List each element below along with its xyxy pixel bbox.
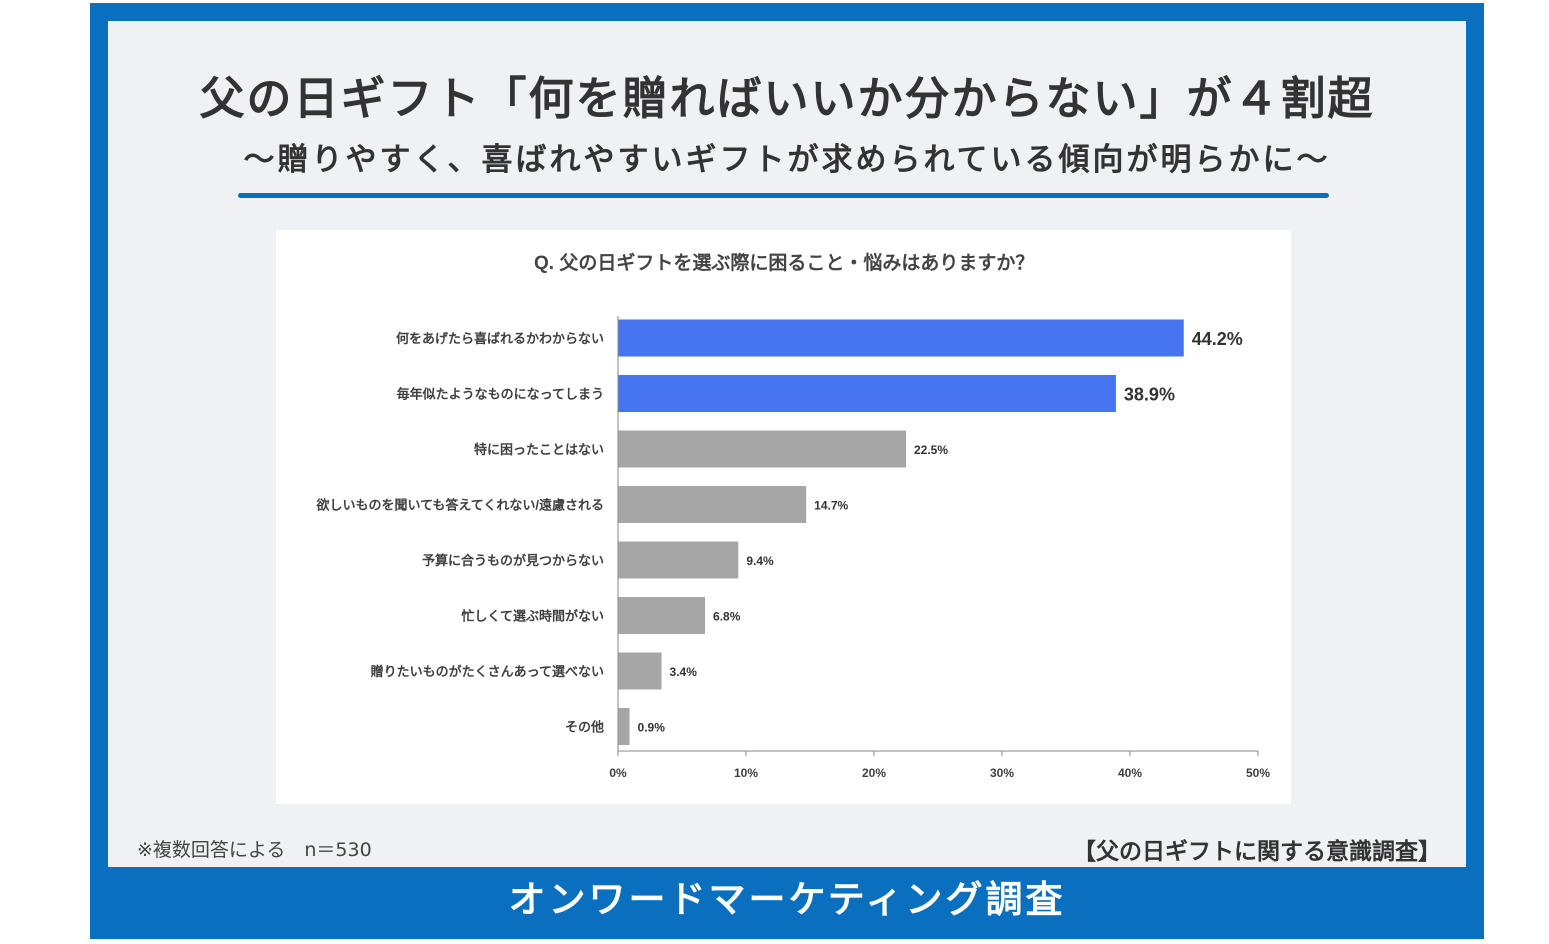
x-tick-label: 50% [1246,766,1270,780]
category-label: 忙しくて選ぶ時間がない [461,609,604,624]
survey-name: 【父の日ギフトに関する意識調査】 [1073,839,1441,865]
x-tick-label: 10% [734,766,758,780]
bar [618,652,662,690]
footer-label: オンワードマーケティング調査 [508,878,1066,921]
bar [618,708,630,745]
value-label: 22.5% [914,443,948,457]
x-tick-label: 30% [990,766,1014,780]
bar [618,430,906,468]
value-label: 14.7% [814,499,848,513]
bar [618,486,807,523]
value-label: 0.9% [638,721,666,735]
category-label: 何をあげたら喜ばれるかわからない [396,331,604,346]
value-label: 9.4% [746,554,774,568]
category-label: その他 [565,720,604,735]
x-tick-label: 40% [1118,766,1142,780]
category-label: 欲しいものを聞いても答えてくれない/遠慮される [315,498,604,513]
x-tick-label: 0% [609,766,627,780]
bar [618,319,1184,357]
bar-chart: Q. 父の日ギフトを選ぶ際に困ること・悩みはありますか？ 何をあげたら喜ばれるか… [315,251,1270,780]
x-tick-label: 20% [862,766,886,780]
category-label: 予算に合うものが見つからない [422,553,604,568]
value-label: 3.4% [670,665,698,679]
value-label: 44.2% [1192,329,1243,349]
chart-card: Q. 父の日ギフトを選ぶ際に困ること・悩みはありますか？ 何をあげたら喜ばれるか… [276,230,1291,804]
category-label: 毎年似たようなものになってしまう [397,387,604,402]
bar [618,541,739,579]
chart-question: Q. 父の日ギフトを選ぶ際に困ること・悩みはありますか？ [534,251,1034,274]
page-title: 父の日ギフト「何を贈ればいいか分からない」が４割超 [199,72,1375,125]
bar [618,375,1116,412]
category-label: 贈りたいものがたくさんあって選べない [371,664,604,679]
category-label: 特に困ったことはない [474,442,604,457]
value-label: 6.8% [713,610,741,624]
title-underline [238,193,1329,198]
value-label: 38.9% [1124,385,1175,405]
page-subtitle: ～贈りやすく、喜ばれやすいギフトが求められている傾向が明らかに～ [243,142,1331,178]
respondent-note: ※複数回答による n＝530 [137,839,372,861]
bar [618,597,706,634]
